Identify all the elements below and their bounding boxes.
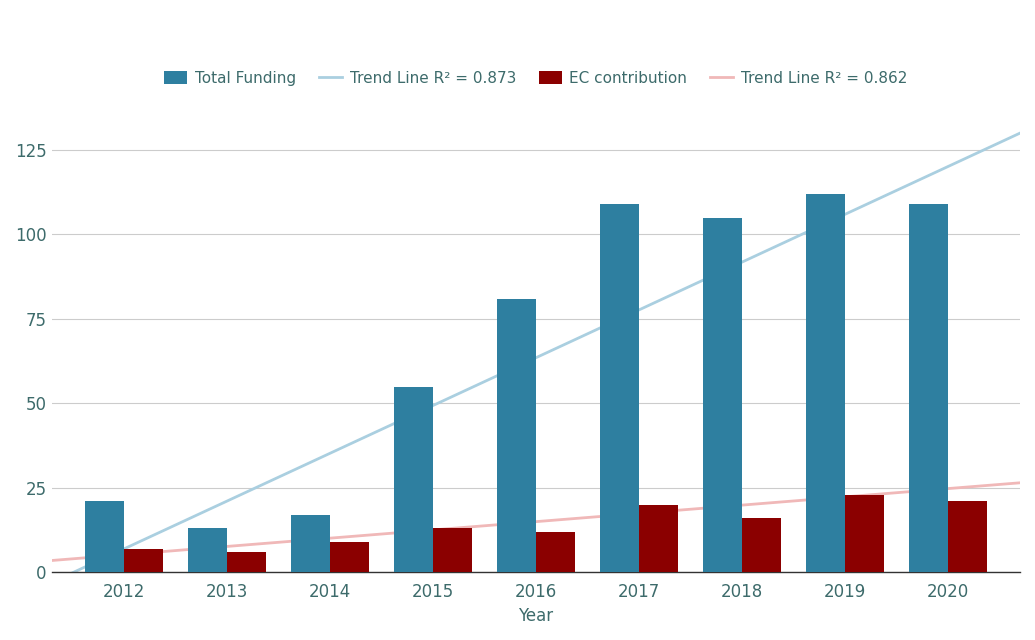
Legend: Total Funding, Trend Line R² = 0.873, EC contribution, Trend Line R² = 0.862: Total Funding, Trend Line R² = 0.873, EC… (158, 65, 913, 92)
Bar (845, 495, 884, 572)
Bar (742, 518, 781, 572)
Bar (599, 204, 639, 572)
Bar (703, 218, 742, 572)
Bar (124, 548, 162, 572)
X-axis label: Year: Year (519, 607, 554, 625)
Bar (433, 529, 472, 572)
Bar (393, 387, 433, 572)
Bar (639, 505, 678, 572)
Bar (909, 204, 948, 572)
Bar (85, 501, 124, 572)
Bar (291, 515, 330, 572)
Bar (948, 501, 987, 572)
Bar (536, 532, 575, 572)
Bar (497, 299, 536, 572)
Bar (187, 529, 227, 572)
Bar (805, 194, 845, 572)
Bar (330, 542, 368, 572)
Bar (227, 552, 266, 572)
